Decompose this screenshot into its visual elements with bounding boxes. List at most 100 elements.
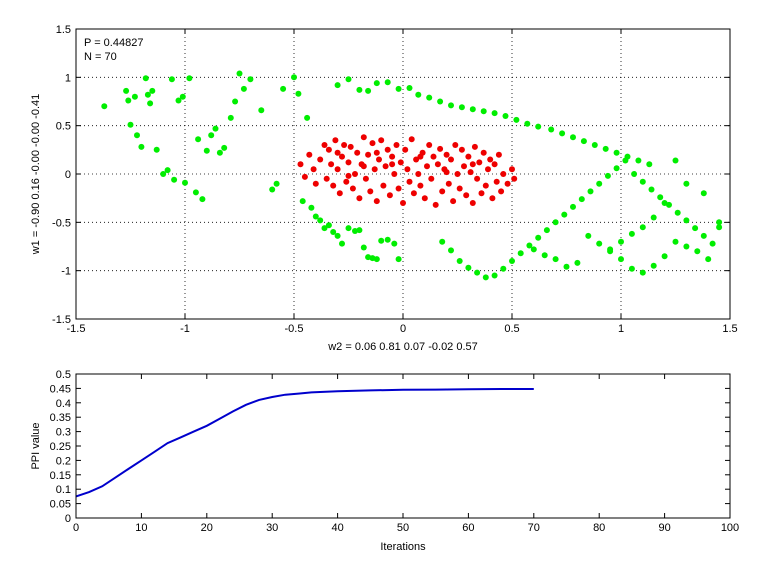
scatter-point-series-0-28 <box>227 114 234 121</box>
scatter-point-series-1-40 <box>395 185 402 192</box>
scatter-point-series-0-131 <box>618 256 624 263</box>
scatter-y-tick-label: 0.5 <box>56 121 71 133</box>
scatter-point-series-1-5 <box>317 156 324 163</box>
scatter-point-series-1-94 <box>389 161 396 168</box>
scatter-point-series-0-105 <box>570 203 576 210</box>
scatter-point-series-0-31 <box>240 85 247 92</box>
scatter-point-series-0-61 <box>345 76 352 83</box>
scatter-point-series-0-65 <box>384 79 391 86</box>
scatter-x-tick-label: -1.5 <box>67 323 86 335</box>
scatter-point-series-1-6 <box>321 142 328 148</box>
scatter-point-series-1-70 <box>461 163 467 170</box>
scatter-point-series-0-79 <box>535 123 542 130</box>
scatter-x-tick-label: 1.5 <box>722 323 737 335</box>
scatter-point-series-0-11 <box>153 146 160 153</box>
scatter-y-tick-label: -1 <box>61 266 71 278</box>
scatter-point-series-1-11 <box>332 137 339 144</box>
scatter-point-series-0-117 <box>674 209 681 216</box>
scatter-point-series-0-128 <box>650 262 657 269</box>
scatter-point-series-1-59 <box>437 145 444 152</box>
scatter-point-series-0-93 <box>465 264 472 271</box>
line-x-tick-label: 30 <box>266 522 278 534</box>
ppi-series-line-0 <box>75 388 534 498</box>
scatter-point-series-1-91 <box>511 175 518 182</box>
scatter-point-series-1-19 <box>349 185 356 192</box>
scatter-point-series-1-12 <box>334 166 341 173</box>
scatter-point-series-1-20 <box>352 171 358 177</box>
scatter-point-series-1-4 <box>312 180 319 187</box>
scatter-point-series-1-37 <box>389 153 396 160</box>
scatter-point-series-0-86 <box>613 149 620 156</box>
scatter-point-series-0-104 <box>561 211 568 218</box>
scatter-point-series-0-37 <box>291 74 297 81</box>
scatter-point-series-0-10 <box>149 87 156 94</box>
scatter-point-series-1-87 <box>498 188 505 195</box>
scatter-point-series-1-52 <box>421 195 428 202</box>
scatter-point-series-1-71 <box>463 192 470 199</box>
scatter-point-series-1-32 <box>378 137 385 144</box>
scatter-point-series-0-39 <box>299 198 306 205</box>
line-y-tick-label: 0 <box>65 513 71 525</box>
scatter-y-tick-label: 1 <box>65 72 71 84</box>
scatter-point-series-0-84 <box>591 142 598 148</box>
scatter-point-series-1-77 <box>476 159 483 166</box>
scatter-point-series-0-49 <box>345 225 352 232</box>
scatter-point-series-0-59 <box>395 256 402 263</box>
scatter-point-series-1-36 <box>386 192 393 199</box>
scatter-point-series-1-46 <box>408 136 415 143</box>
scatter-point-series-0-124 <box>694 248 701 255</box>
scatter-point-series-0-41 <box>308 204 315 211</box>
scatter-point-series-0-2 <box>125 97 132 104</box>
scatter-y-axis-label: w1 = -0.90 0.16 -0.00 -0.00 -0.41 <box>30 94 42 256</box>
scatter-point-series-1-67 <box>454 171 461 177</box>
scatter-point-series-1-26 <box>365 151 372 158</box>
scatter-point-series-1-78 <box>478 190 485 197</box>
line-y-tick-label: 0.15 <box>50 470 71 482</box>
scatter-point-series-0-46 <box>330 229 337 235</box>
scatter-y-tick-label: -1.5 <box>52 314 71 326</box>
scatter-point-series-0-0 <box>101 103 108 110</box>
scatter-point-series-0-52 <box>360 244 367 251</box>
scatter-point-series-1-27 <box>367 188 374 195</box>
scatter-point-series-1-81 <box>485 166 491 173</box>
scatter-point-series-1-31 <box>376 156 382 163</box>
scatter-point-series-1-68 <box>456 185 463 192</box>
scatter-point-series-1-44 <box>404 166 411 173</box>
scatter-point-series-0-115 <box>657 194 664 201</box>
line-x-tick-label: 0 <box>73 522 79 534</box>
scatter-point-series-0-69 <box>426 94 433 101</box>
scatter-point-series-0-19 <box>186 75 193 82</box>
scatter-point-series-1-62 <box>443 151 450 158</box>
scatter-point-series-1-98 <box>345 172 352 179</box>
scatter-point-series-0-47 <box>334 232 341 239</box>
scatter-point-series-1-65 <box>450 198 457 205</box>
scatter-point-series-0-92 <box>456 258 463 264</box>
scatter-point-series-0-34 <box>269 186 276 193</box>
scatter-point-series-1-75 <box>471 143 478 150</box>
scatter-point-series-1-96 <box>443 169 450 176</box>
line-x-tick-label: 50 <box>397 522 409 534</box>
scatter-point-series-0-81 <box>559 130 566 137</box>
scatter-y-tick-label: -0.5 <box>52 217 71 229</box>
scatter-point-series-1-2 <box>306 151 313 158</box>
line-y-tick-label: 0.1 <box>56 484 71 496</box>
scatter-point-series-0-68 <box>415 91 422 98</box>
scatter-point-series-1-64 <box>448 156 454 163</box>
scatter-point-series-0-127 <box>661 253 668 260</box>
scatter-point-series-0-95 <box>482 274 489 281</box>
scatter-point-series-0-126 <box>672 238 679 245</box>
scatter-point-series-0-25 <box>212 125 219 132</box>
scatter-point-series-0-5 <box>134 132 140 139</box>
scatter-point-series-1-63 <box>445 180 452 187</box>
scatter-point-series-0-58 <box>391 240 398 247</box>
scatter-x-tick-label: -0.5 <box>285 323 304 335</box>
line-plot-area <box>76 374 730 518</box>
scatter-point-series-1-41 <box>397 159 404 166</box>
line-y-tick-label: 0.45 <box>50 383 71 395</box>
scatter-point-series-1-7 <box>323 175 330 182</box>
scatter-point-series-1-17 <box>345 159 352 166</box>
scatter-point-series-0-40 <box>304 114 311 121</box>
scatter-annotation: P = 0.44827 <box>84 37 143 49</box>
scatter-point-series-0-43 <box>317 217 324 224</box>
scatter-point-series-1-34 <box>382 163 389 170</box>
